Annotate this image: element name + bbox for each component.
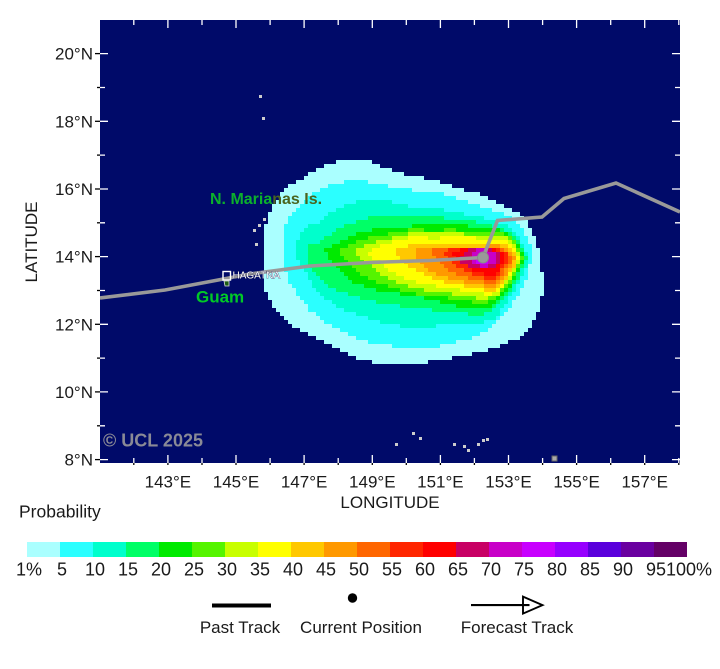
svg-text:149°E: 149°E: [349, 473, 396, 492]
svg-text:12°N: 12°N: [55, 315, 93, 334]
svg-text:155°E: 155°E: [553, 473, 600, 492]
svg-text:15: 15: [118, 560, 138, 580]
svg-text:20: 20: [151, 560, 171, 580]
svg-text:1%: 1%: [16, 560, 42, 580]
svg-text:8°N: 8°N: [64, 451, 93, 470]
svg-text:Forecast Track: Forecast Track: [461, 618, 574, 637]
svg-text:145°E: 145°E: [213, 473, 260, 492]
svg-text:30: 30: [217, 560, 237, 580]
svg-text:157°E: 157°E: [621, 473, 668, 492]
svg-text:N. Marianas Is.: N. Marianas Is.: [210, 191, 322, 208]
svg-text:16°N: 16°N: [55, 180, 93, 199]
svg-text:Probability: Probability: [19, 502, 101, 522]
svg-text:LATITUDE: LATITUDE: [22, 202, 41, 283]
svg-text:151°E: 151°E: [417, 473, 464, 492]
svg-text:90: 90: [613, 560, 633, 580]
svg-text:45: 45: [316, 560, 336, 580]
svg-text:65: 65: [448, 560, 468, 580]
svg-text:70: 70: [481, 560, 501, 580]
svg-text:95: 95: [646, 560, 666, 580]
svg-text:60: 60: [415, 560, 435, 580]
svg-text:5: 5: [57, 560, 67, 580]
svg-text:153°E: 153°E: [485, 473, 532, 492]
svg-text:10°N: 10°N: [55, 383, 93, 402]
svg-text:35: 35: [250, 560, 270, 580]
svg-text:18°N: 18°N: [55, 112, 93, 131]
svg-text:75: 75: [514, 560, 534, 580]
svg-text:40: 40: [283, 560, 303, 580]
svg-text:143°E: 143°E: [145, 473, 192, 492]
svg-text:80: 80: [547, 560, 567, 580]
svg-text:Guam: Guam: [196, 288, 244, 307]
svg-text:Current Position: Current Position: [300, 618, 422, 637]
svg-text:© UCL 2025: © UCL 2025: [103, 431, 203, 451]
svg-text:25: 25: [184, 560, 204, 580]
svg-text:50: 50: [349, 560, 369, 580]
svg-text:147°E: 147°E: [281, 473, 328, 492]
svg-text:10: 10: [85, 560, 105, 580]
svg-text:85: 85: [580, 560, 600, 580]
svg-text:100%: 100%: [666, 560, 712, 580]
svg-text:HAGATNA: HAGATNA: [233, 271, 281, 282]
svg-text:14°N: 14°N: [55, 248, 93, 267]
svg-text:55: 55: [382, 560, 402, 580]
svg-text:20°N: 20°N: [55, 45, 93, 64]
svg-text:LONGITUDE: LONGITUDE: [340, 493, 439, 512]
svg-text:Past Track: Past Track: [200, 618, 281, 637]
